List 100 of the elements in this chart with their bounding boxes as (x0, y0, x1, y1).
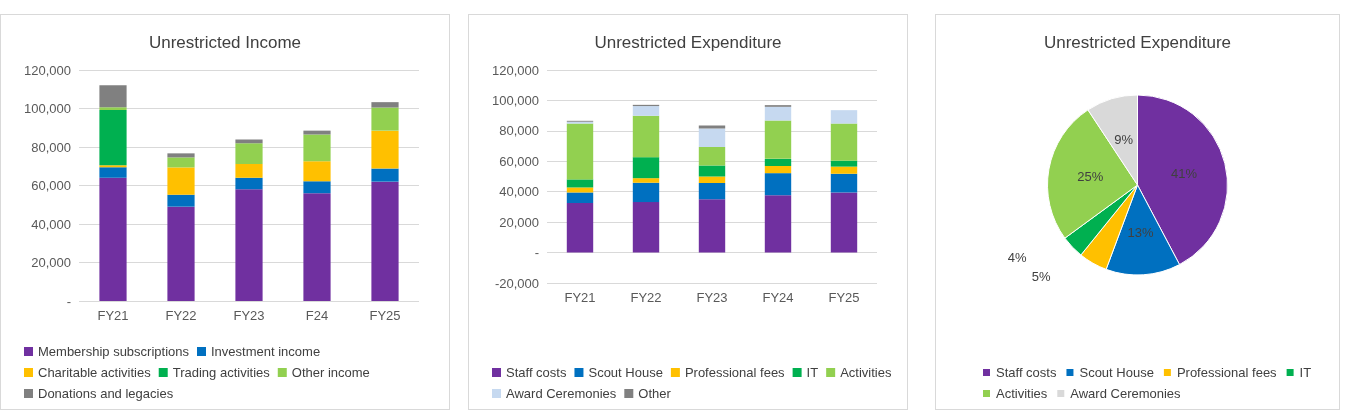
y-tick-label: 40,000 (499, 184, 539, 200)
y-tick-label: 100,000 (492, 92, 539, 108)
x-tick-label: FY24 (762, 290, 794, 305)
bar (303, 161, 331, 182)
bar (632, 157, 660, 179)
bar (764, 166, 792, 174)
legend-label: Award Ceremonies (506, 386, 617, 401)
bar (764, 195, 792, 253)
bar (371, 102, 399, 108)
legend-label: Staff costs (506, 365, 567, 380)
bar (566, 123, 594, 180)
bar (566, 187, 594, 193)
x-tick-label: FY21 (564, 290, 596, 305)
bar (830, 123, 858, 161)
bar (632, 182, 660, 203)
bar (566, 179, 594, 188)
x-tick-label: FY25 (369, 308, 401, 323)
bar (764, 158, 792, 166)
legend-label: Other income (291, 365, 370, 380)
legend-label: Scout House (588, 365, 663, 380)
bar (99, 107, 127, 111)
y-tick-label: 100,000 (24, 101, 71, 116)
bar (698, 199, 726, 253)
y-tick-label: -20,000 (494, 275, 539, 291)
bar (371, 130, 399, 169)
legend-label: IT (806, 365, 819, 380)
bar (303, 134, 331, 162)
bar (99, 167, 127, 178)
data-label: 25% (1077, 168, 1104, 184)
bar (167, 153, 195, 158)
bar (632, 115, 660, 158)
y-tick-label: 120,000 (492, 62, 539, 78)
legend-label: Membership subscriptions (38, 344, 190, 359)
legend-label: Donations and legacies (38, 386, 174, 401)
chart-title: Unrestricted Income (148, 33, 302, 52)
y-tick-label: 80,000 (31, 139, 71, 155)
bar (698, 165, 726, 177)
data-label: 5% (1031, 268, 1051, 284)
x-tick-label: FY21 (97, 308, 129, 323)
legend-label: Trading activities (172, 365, 271, 380)
legend-label: Professional fees (1176, 365, 1278, 380)
data-label: 41% (1171, 165, 1198, 181)
bar (830, 160, 858, 167)
y-tick-label: 20,000 (31, 255, 71, 270)
bar (99, 85, 127, 108)
bar (167, 157, 195, 168)
bar (371, 181, 399, 301)
bar (167, 206, 195, 301)
legend-label: Award Ceremonies (1070, 386, 1182, 401)
legend-label: IT (1299, 365, 1312, 380)
chart-title: Unrestricted Expenditure (594, 33, 782, 52)
bar (235, 143, 263, 164)
y-tick-label: 40,000 (31, 216, 71, 232)
bar (566, 192, 594, 203)
bar (235, 177, 263, 190)
bar (303, 181, 331, 194)
y-tick-label: 60,000 (31, 178, 71, 193)
legend-label: Other (638, 386, 672, 401)
x-tick-label: FY22 (630, 290, 662, 305)
y-tick-label: 60,000 (499, 153, 539, 169)
bar (698, 146, 726, 166)
bar (764, 173, 792, 196)
bar (698, 125, 726, 129)
bar (235, 189, 263, 301)
bar (371, 107, 399, 131)
bar (632, 178, 660, 183)
y-tick-label: 80,000 (499, 123, 539, 139)
legend-label: Activities (840, 365, 892, 380)
bar (167, 194, 195, 207)
bar (566, 202, 594, 253)
legend-label: Activities (996, 386, 1048, 401)
data-label: 9% (1114, 131, 1134, 147)
x-tick-label: FY23 (233, 308, 265, 323)
x-tick-label: F24 (305, 308, 329, 323)
bar (632, 202, 660, 253)
x-tick-label: FY22 (165, 308, 197, 323)
bar (303, 193, 331, 301)
x-tick-label: FY23 (696, 290, 728, 305)
bar (764, 120, 792, 159)
y-tick-label: - (534, 245, 539, 261)
y-tick-label: - (66, 293, 71, 309)
bar (99, 110, 127, 166)
bar (764, 106, 792, 121)
bar (698, 183, 726, 200)
legend-label: Charitable activities (38, 365, 152, 380)
chart-title: Unrestricted Expenditure (1043, 33, 1232, 52)
bar (698, 128, 726, 147)
bar (830, 110, 858, 124)
bar (371, 168, 399, 182)
bar (632, 106, 660, 116)
bar (698, 176, 726, 184)
legend-label: Staff costs (996, 365, 1057, 380)
bar (235, 139, 263, 144)
y-tick-label: 20,000 (499, 214, 539, 230)
bar (830, 173, 858, 193)
legend-label: Investment income (211, 344, 321, 359)
bar (99, 177, 127, 301)
data-label: 13% (1127, 225, 1155, 241)
legend-label: Professional fees (684, 365, 786, 380)
bar (830, 192, 858, 253)
